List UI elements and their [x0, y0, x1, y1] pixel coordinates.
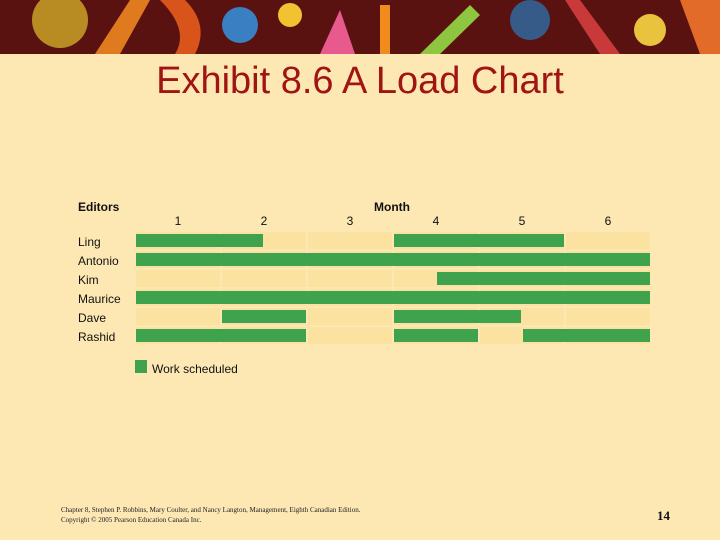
editor-name: Dave	[78, 311, 106, 325]
column-header: Month	[374, 200, 410, 214]
grid-cell	[136, 270, 220, 287]
work-bar	[136, 329, 306, 342]
grid-cell	[566, 232, 650, 249]
work-bar	[437, 272, 650, 285]
work-bar	[136, 253, 650, 266]
page-number: 14	[657, 508, 670, 523]
month-label: 2	[261, 214, 268, 228]
work-bar	[136, 234, 263, 247]
month-labels: 1 2 3 4 5 6	[175, 214, 612, 228]
work-bar	[394, 310, 521, 323]
editor-labels: Ling Antonio Kim Maurice Dave Rashid	[78, 235, 121, 344]
work-bar	[136, 291, 650, 304]
editor-name: Ling	[78, 235, 101, 249]
grid-cell	[566, 308, 650, 325]
slide-title: Exhibit 8.6 A Load Chart	[156, 60, 564, 102]
editor-name: Kim	[78, 273, 99, 287]
footer-line-2: Copyright © 2005 Pearson Education Canad…	[61, 516, 202, 524]
load-chart: Editors Month 1 2 3 4 5 6 Ling Antonio Kim Mauri…	[78, 200, 650, 376]
work-bar	[222, 310, 306, 323]
month-label: 6	[605, 214, 612, 228]
month-label: 3	[347, 214, 354, 228]
work-bars	[136, 234, 650, 342]
row-header: Editors	[78, 200, 120, 214]
legend-label: Work scheduled	[152, 362, 238, 376]
work-bar	[394, 329, 478, 342]
banner-artwork-icon	[0, 0, 720, 54]
grid-cell	[136, 308, 220, 325]
legend-swatch	[135, 360, 147, 373]
schedule-grid	[136, 232, 650, 344]
work-bar	[394, 234, 564, 247]
editor-name: Maurice	[78, 292, 121, 306]
editor-name: Antonio	[78, 254, 119, 268]
month-label: 4	[433, 214, 440, 228]
footer-citation: Chapter 8, Stephen P. Robbins, Mary Coul…	[61, 505, 481, 525]
grid-cell	[222, 270, 306, 287]
grid-cell	[308, 270, 392, 287]
grid-cell	[308, 308, 392, 325]
footer-line-1: Chapter 8, Stephen P. Robbins, Mary Coul…	[61, 506, 361, 514]
grid-cell	[308, 232, 392, 249]
month-label: 5	[519, 214, 526, 228]
grid-cell	[308, 327, 392, 344]
work-bar	[523, 329, 650, 342]
editor-name: Rashid	[78, 330, 115, 344]
decorative-banner	[0, 0, 720, 54]
month-label: 1	[175, 214, 182, 228]
